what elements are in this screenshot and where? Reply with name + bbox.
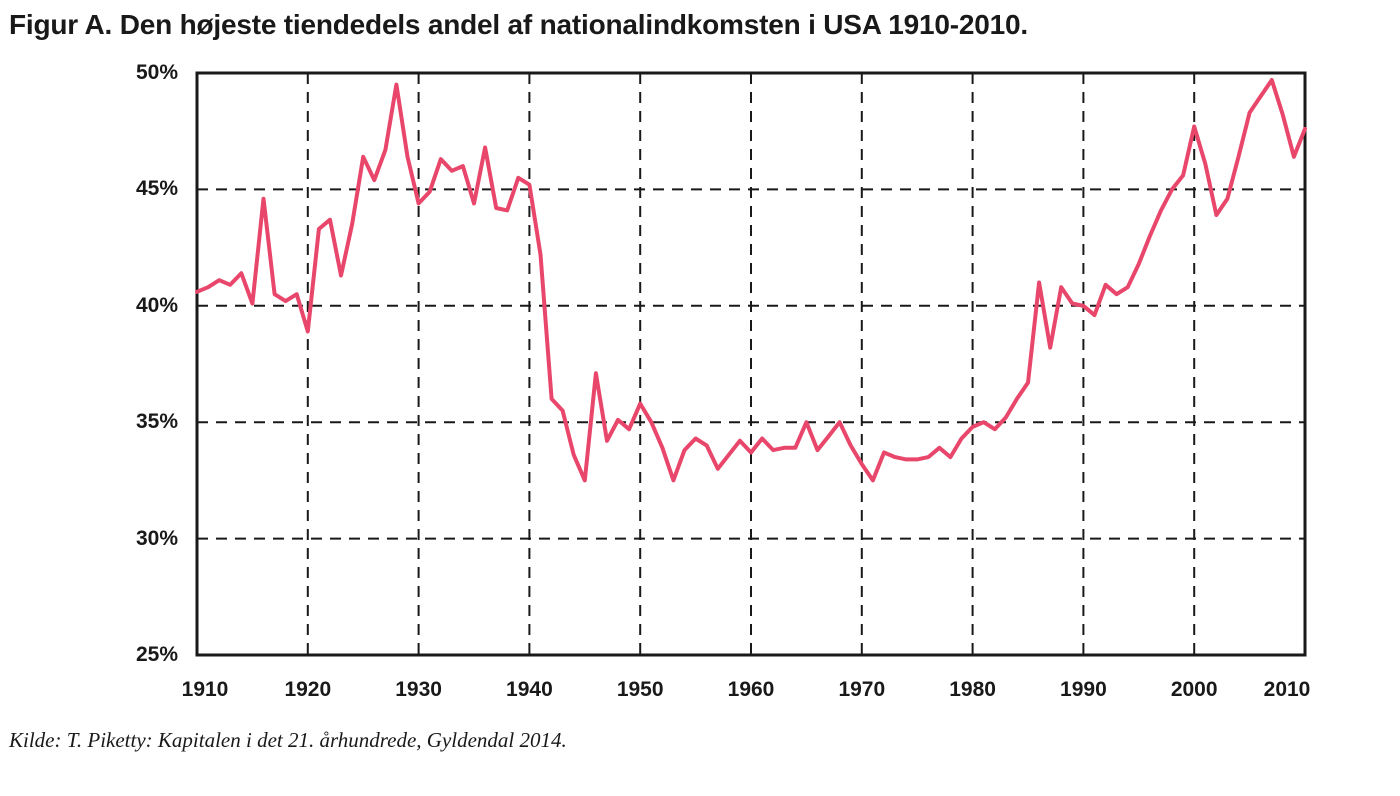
x-axis-tick-label: 1910 <box>181 678 229 701</box>
y-axis-tick-label: 25% <box>135 643 178 666</box>
y-axis-tick-label: 45% <box>135 177 178 201</box>
y-axis-tick-label: 50% <box>135 61 178 84</box>
x-axis-tick-label: 1950 <box>616 678 664 701</box>
figure-title: Figur A. Den højeste tiendedels andel af… <box>9 9 1028 40</box>
x-axis-tick-label: 1940 <box>506 678 553 701</box>
x-axis-tick-label: 1970 <box>838 678 886 701</box>
x-axis-tick-label: 1980 <box>949 678 996 701</box>
x-axis-tick-label: 1930 <box>395 678 442 701</box>
x-axis-tick-label: 1990 <box>1060 678 1107 701</box>
source-note: Kilde: T. Piketty: Kapitalen i det 21. å… <box>9 728 567 752</box>
x-axis-tick-label: 2010 <box>1263 678 1311 701</box>
x-axis-tick-label: 1920 <box>284 678 332 701</box>
x-axis-tick-label: 1960 <box>727 678 775 701</box>
y-axis-tick-label: 35% <box>135 410 178 434</box>
income-share-line <box>195 78 1307 483</box>
x-axis-tick-label: 2000 <box>1170 678 1218 701</box>
plot-border <box>195 71 1307 657</box>
y-axis-tick-label: 30% <box>135 526 178 550</box>
y-axis-tick-label: 40% <box>135 293 178 317</box>
